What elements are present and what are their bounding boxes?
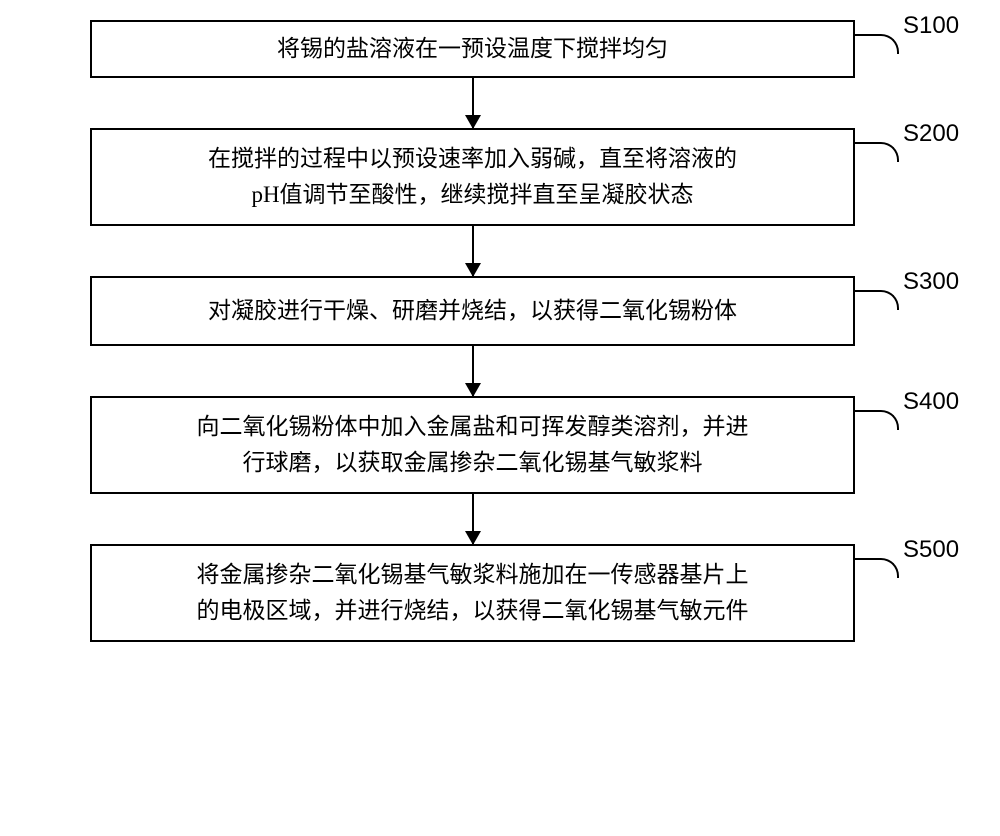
step-box: 向二氧化锡粉体中加入金属盐和可挥发醇类溶剂，并进 行球磨，以获取金属掺杂二氧化锡…: [90, 396, 855, 494]
step-box: 将锡的盐溶液在一预设温度下搅拌均匀: [90, 20, 855, 78]
flowchart-step-S300: 对凝胶进行干燥、研磨并烧结，以获得二氧化锡粉体S300: [50, 276, 950, 346]
arrow-down-icon: [472, 494, 474, 544]
label-connector: [853, 142, 899, 162]
step-box: 在搅拌的过程中以预设速率加入弱碱，直至将溶液的 pH值调节至酸性，继续搅拌直至呈…: [90, 128, 855, 226]
flowchart-container: 将锡的盐溶液在一预设温度下搅拌均匀S100 在搅拌的过程中以预设速率加入弱碱，直至…: [50, 20, 950, 642]
label-connector: [853, 290, 899, 310]
flowchart-step-S200: 在搅拌的过程中以预设速率加入弱碱，直至将溶液的 pH值调节至酸性，继续搅拌直至呈…: [50, 128, 950, 226]
arrow-container: [90, 346, 855, 396]
step-label: S300: [903, 268, 959, 296]
step-text: 向二氧化锡粉体中加入金属盐和可挥发醇类溶剂，并进 行球磨，以获取金属掺杂二氧化锡…: [197, 409, 749, 480]
step-label: S400: [903, 388, 959, 416]
arrow-down-icon: [472, 346, 474, 396]
arrow-container: [90, 226, 855, 276]
step-text: 将金属掺杂二氧化锡基气敏浆料施加在一传感器基片上 的电极区域，并进行烧结，以获得…: [197, 557, 749, 628]
flowchart-step-S400: 向二氧化锡粉体中加入金属盐和可挥发醇类溶剂，并进 行球磨，以获取金属掺杂二氧化锡…: [50, 396, 950, 494]
arrow-down-icon: [472, 226, 474, 276]
step-text: 将锡的盐溶液在一预设温度下搅拌均匀: [277, 31, 668, 67]
flowchart-step-S500: 将金属掺杂二氧化锡基气敏浆料施加在一传感器基片上 的电极区域，并进行烧结，以获得…: [50, 544, 950, 642]
step-text: 在搅拌的过程中以预设速率加入弱碱，直至将溶液的 pH值调节至酸性，继续搅拌直至呈…: [208, 141, 737, 212]
label-connector: [853, 558, 899, 578]
step-box: 对凝胶进行干燥、研磨并烧结，以获得二氧化锡粉体: [90, 276, 855, 346]
step-text: 对凝胶进行干燥、研磨并烧结，以获得二氧化锡粉体: [208, 293, 737, 329]
label-connector: [853, 410, 899, 430]
label-connector: [853, 34, 899, 54]
arrow-container: [90, 78, 855, 128]
arrow-down-icon: [472, 78, 474, 128]
step-label: S500: [903, 536, 959, 564]
step-label: S200: [903, 120, 959, 148]
flowchart-step-S100: 将锡的盐溶液在一预设温度下搅拌均匀S100: [50, 20, 950, 78]
step-label: S100: [903, 12, 959, 40]
arrow-container: [90, 494, 855, 544]
step-box: 将金属掺杂二氧化锡基气敏浆料施加在一传感器基片上 的电极区域，并进行烧结，以获得…: [90, 544, 855, 642]
